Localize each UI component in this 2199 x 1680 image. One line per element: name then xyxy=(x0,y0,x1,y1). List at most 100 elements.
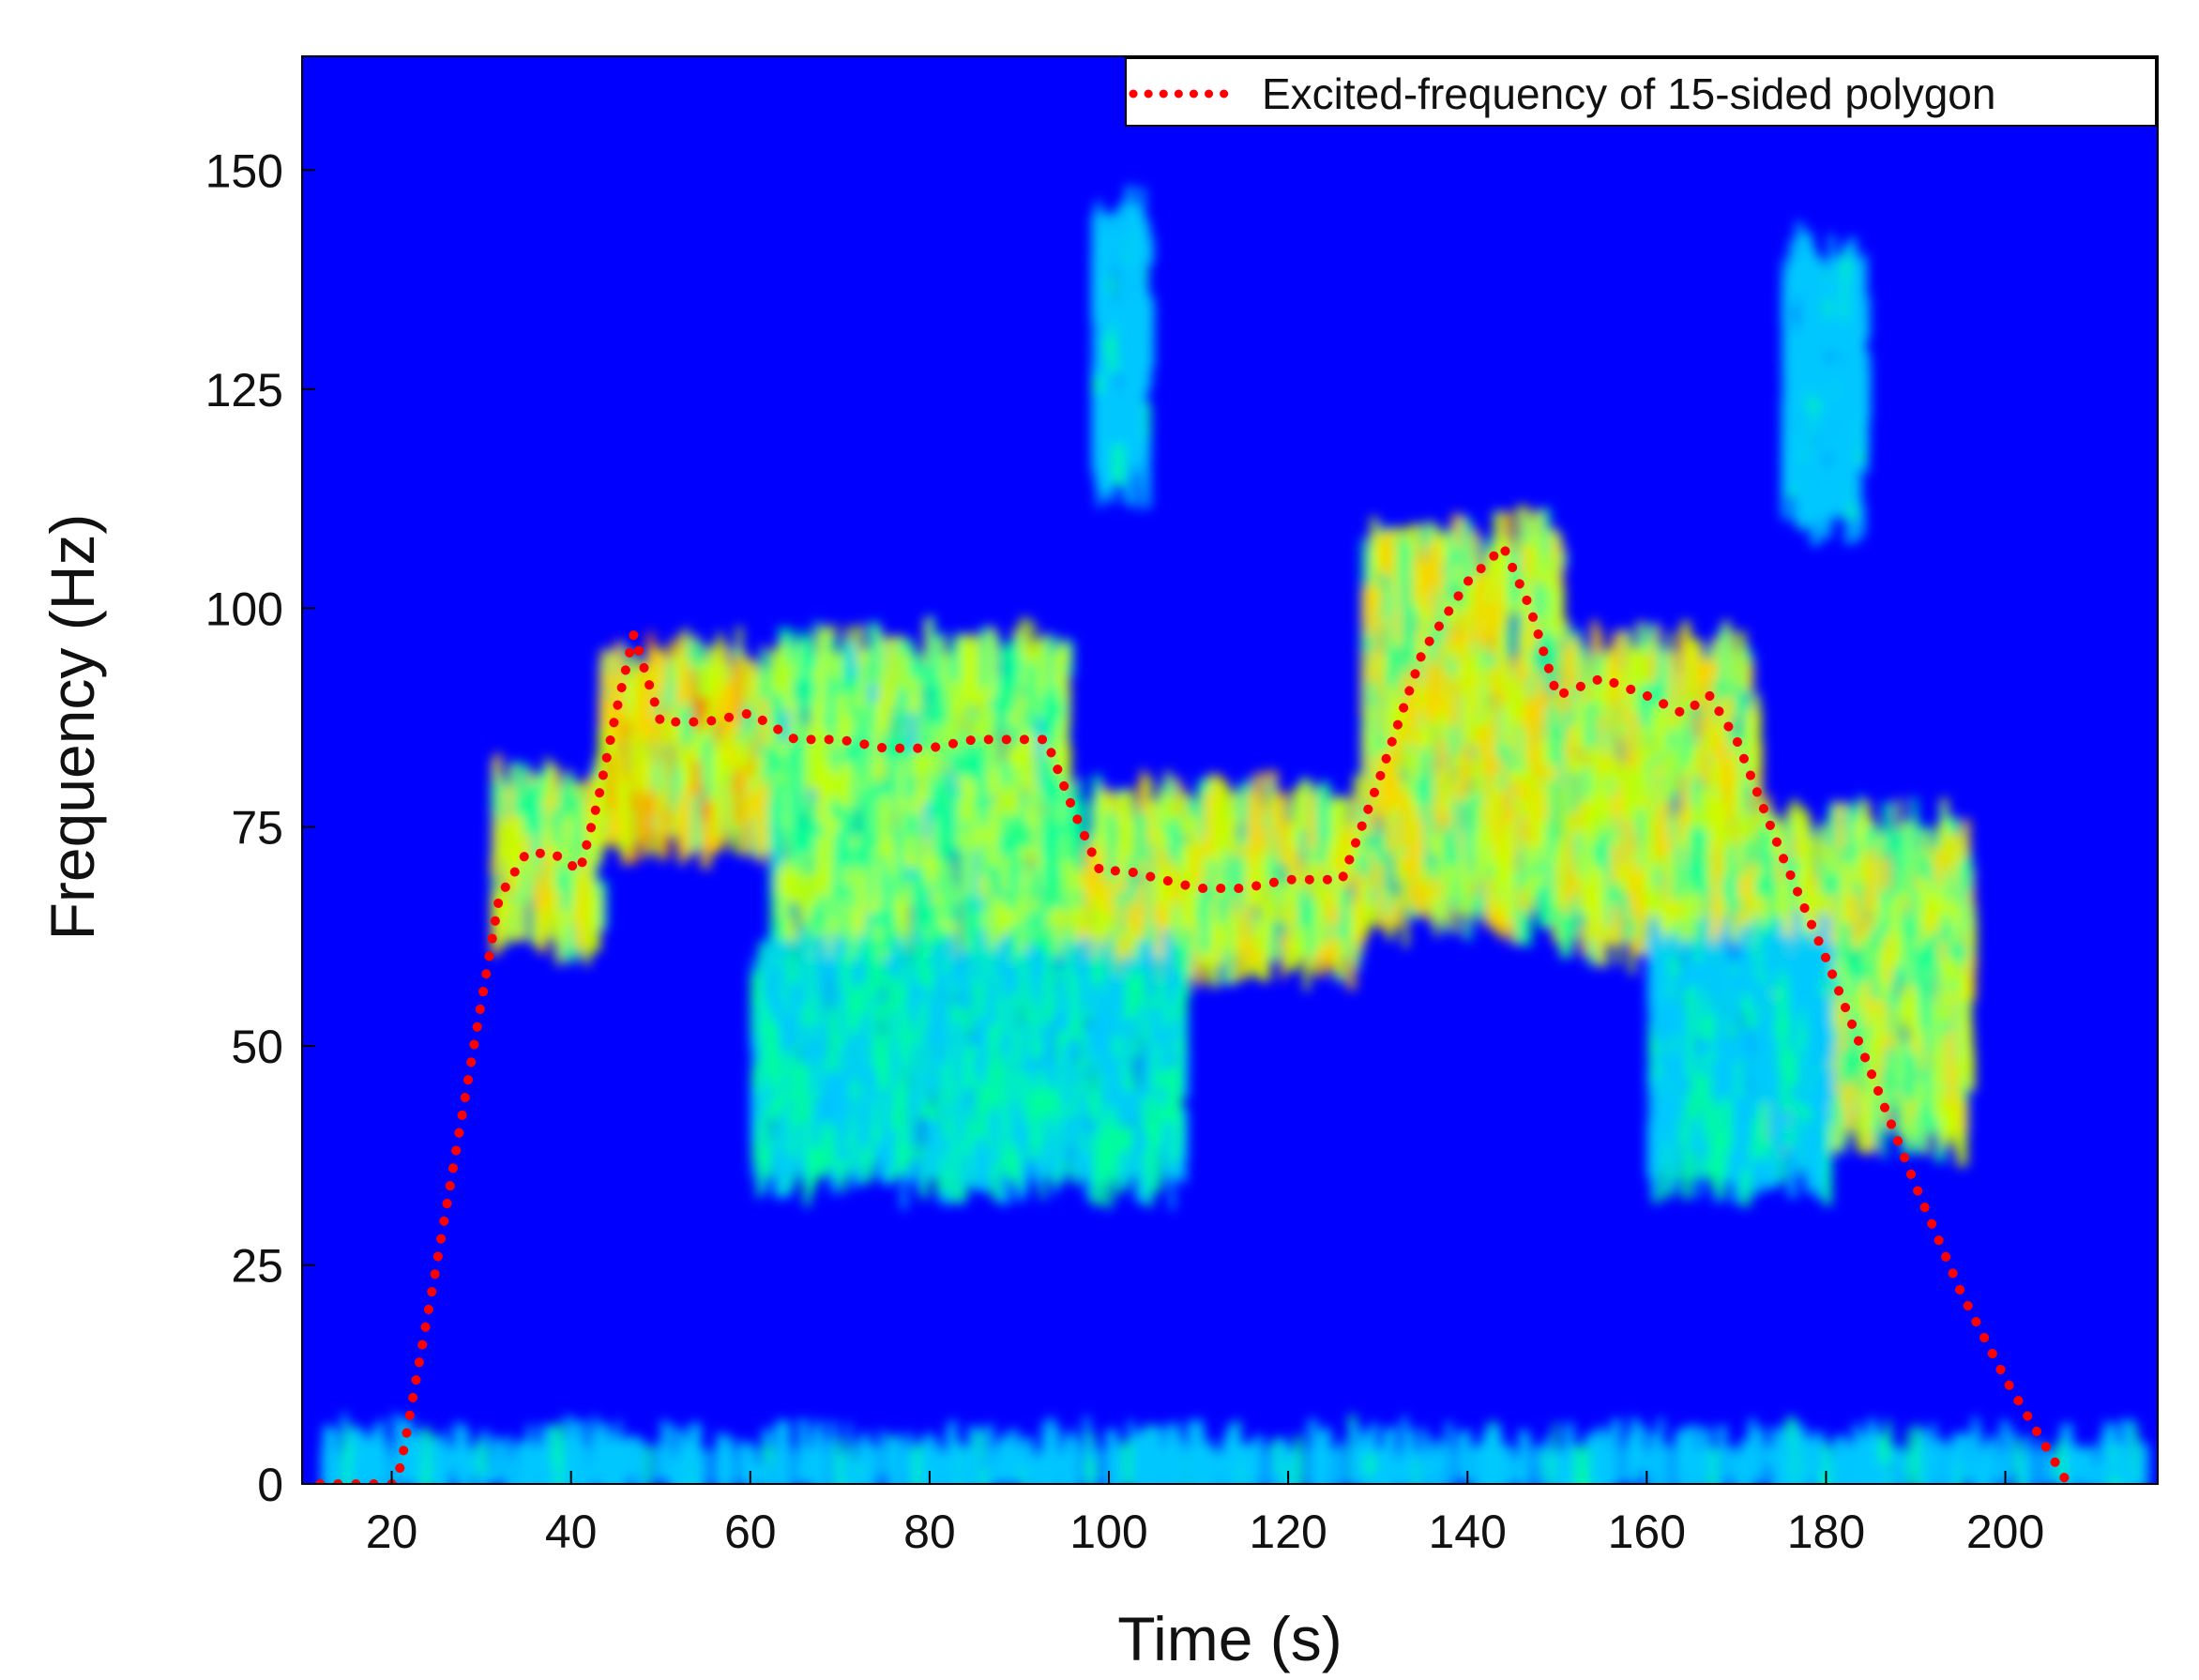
energy-streak xyxy=(683,786,695,857)
energy-streak xyxy=(989,860,998,930)
energy-streak xyxy=(844,916,851,961)
energy-streak xyxy=(1235,793,1241,829)
energy-streak xyxy=(1544,554,1555,588)
energy-streak xyxy=(512,761,522,814)
energy-streak xyxy=(1430,834,1440,855)
energy-streak xyxy=(532,810,539,870)
energy-streak xyxy=(1125,974,1136,993)
energy-streak xyxy=(1878,1063,1887,1090)
energy-streak xyxy=(1612,630,1621,684)
energy-streak xyxy=(1569,753,1579,774)
energy-streak xyxy=(738,658,748,707)
energy-streak xyxy=(1257,882,1265,915)
energy-streak xyxy=(1472,674,1478,697)
energy-streak xyxy=(1925,908,1936,933)
energy-streak xyxy=(1907,1052,1918,1100)
energy-streak xyxy=(1387,648,1393,694)
energy-streak xyxy=(1232,855,1240,883)
energy-streak xyxy=(1391,731,1402,764)
energy-streak xyxy=(1737,874,1748,899)
energy-streak xyxy=(493,779,500,813)
energy-streak xyxy=(784,629,796,688)
energy-streak xyxy=(1710,762,1720,819)
energy-streak xyxy=(834,1030,843,1049)
energy-streak xyxy=(1732,740,1739,802)
energy-streak xyxy=(1246,873,1252,897)
energy-streak xyxy=(1399,536,1407,604)
energy-streak xyxy=(1767,813,1773,871)
energy-streak xyxy=(992,738,1001,797)
energy-streak xyxy=(756,791,768,854)
energy-streak xyxy=(1222,823,1229,862)
energy-streak xyxy=(831,652,842,682)
energy-streak xyxy=(1503,699,1515,729)
energy-streak xyxy=(810,840,819,906)
energy-streak xyxy=(926,905,935,931)
energy-streak xyxy=(1462,517,1472,584)
energy-streak xyxy=(1576,643,1586,697)
energy-streak xyxy=(1682,772,1690,828)
energy-streak xyxy=(933,789,944,858)
energy-streak xyxy=(824,918,829,941)
energy-streak xyxy=(554,829,561,865)
energy-streak xyxy=(1327,935,1338,970)
energy-streak xyxy=(692,717,703,780)
energy-streak xyxy=(1179,791,1190,837)
energy-streak xyxy=(1664,843,1671,916)
energy-streak xyxy=(1581,829,1590,861)
energy-streak xyxy=(1046,822,1054,885)
energy-streak xyxy=(1005,729,1010,776)
energy-streak xyxy=(1550,761,1561,784)
energy-streak xyxy=(889,747,899,813)
energy-streak xyxy=(1538,797,1548,863)
energy-streak xyxy=(1896,1003,1902,1065)
energy-streak xyxy=(1646,696,1658,742)
energy-streak xyxy=(948,861,954,911)
energy-streak xyxy=(1147,828,1159,880)
energy-streak xyxy=(1285,908,1296,940)
energy-streak xyxy=(920,722,932,765)
energy-streak xyxy=(1030,868,1039,898)
energy-streak xyxy=(1968,951,1976,993)
energy-streak xyxy=(737,742,745,774)
energy-streak xyxy=(1000,769,1008,804)
energy-streak xyxy=(1026,661,1038,733)
energy-streak xyxy=(1458,779,1468,801)
energy-streak xyxy=(1265,854,1275,888)
energy-streak xyxy=(906,712,918,751)
energy-streak xyxy=(506,786,516,852)
energy-streak xyxy=(1484,877,1494,922)
energy-streak xyxy=(1467,871,1473,923)
energy-streak xyxy=(653,780,664,807)
energy-streak xyxy=(824,933,831,970)
energy-streak xyxy=(1321,880,1329,946)
energy-streak xyxy=(1627,918,1638,939)
energy-streak xyxy=(1570,892,1577,914)
energy-streak xyxy=(1897,798,1903,865)
energy-streak xyxy=(1035,639,1042,697)
energy-streak xyxy=(895,824,906,892)
energy-streak xyxy=(785,749,795,769)
energy-streak xyxy=(1586,861,1594,921)
energy-streak xyxy=(1135,812,1146,863)
energy-streak xyxy=(1667,865,1677,923)
energy-streak xyxy=(1604,840,1610,896)
energy-streak xyxy=(1071,1060,1079,1080)
energy-streak xyxy=(781,764,788,791)
energy-streak xyxy=(1538,681,1546,718)
energy-streak xyxy=(1422,526,1433,551)
energy-streak xyxy=(1618,681,1628,722)
energy-streak xyxy=(1475,576,1486,644)
energy-streak xyxy=(1925,870,1936,894)
energy-streak xyxy=(1594,655,1603,689)
energy-streak xyxy=(598,728,608,781)
energy-streak xyxy=(599,689,606,726)
energy-streak xyxy=(506,823,517,881)
energy-streak xyxy=(846,645,857,680)
energy-streak xyxy=(755,1104,766,1139)
energy-streak xyxy=(1003,913,1010,940)
energy-streak xyxy=(1519,805,1531,846)
energy-streak xyxy=(1698,719,1709,783)
energy-streak xyxy=(1499,540,1511,606)
energy-streak xyxy=(1040,1129,1048,1149)
